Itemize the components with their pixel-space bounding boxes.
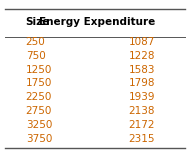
Text: 1939: 1939 [128, 92, 155, 102]
Text: Size: Size [26, 17, 50, 27]
Text: 2750: 2750 [26, 106, 52, 116]
Text: 1250: 1250 [26, 65, 52, 75]
Text: 3250: 3250 [26, 120, 52, 130]
Text: 1087: 1087 [129, 37, 155, 47]
Text: 1798: 1798 [128, 78, 155, 88]
Text: 1228: 1228 [128, 51, 155, 61]
Text: 1583: 1583 [128, 65, 155, 75]
Text: 2172: 2172 [128, 120, 155, 130]
Text: 1750: 1750 [26, 78, 52, 88]
Text: 2250: 2250 [26, 92, 52, 102]
Text: 2315: 2315 [128, 134, 155, 144]
Text: Energy Expenditure: Energy Expenditure [39, 17, 155, 27]
Text: 250: 250 [26, 37, 45, 47]
Text: 3750: 3750 [26, 134, 52, 144]
Text: 750: 750 [26, 51, 45, 61]
Text: 2138: 2138 [128, 106, 155, 116]
